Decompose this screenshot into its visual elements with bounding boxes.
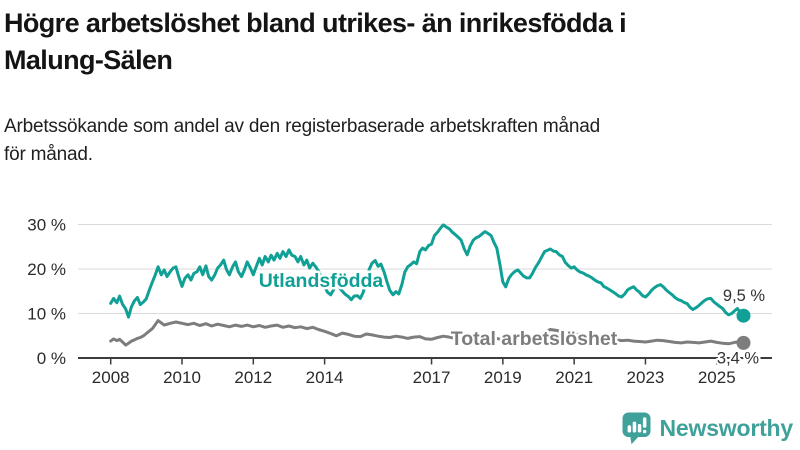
- chart-subtitle: Arbetssökande som andel av den registerb…: [4, 116, 601, 165]
- x-axis-tick-label: 2010: [163, 368, 201, 387]
- series-line-total-arbetsloshet: [109, 319, 745, 347]
- series-end-value-label: 3,4 %: [717, 350, 760, 368]
- series-end-dot: [736, 308, 751, 323]
- newsworthy-logo-icon: [622, 412, 651, 445]
- y-axis-tick-label: 30 %: [27, 216, 66, 235]
- series-label-utlandsfodda: Utlandsfödda: [259, 270, 384, 292]
- x-axis-tick-label: 2023: [627, 368, 665, 387]
- x-axis-tick-label: 2021: [555, 368, 593, 387]
- series-end-value-label: 9,5 %: [723, 287, 766, 305]
- newsworthy-logo: Newsworthy: [621, 411, 793, 445]
- series-end-dot: [736, 335, 751, 350]
- x-axis-tick-label: 2012: [234, 368, 272, 387]
- x-axis-tick-label: 2025: [698, 368, 736, 387]
- y-axis-tick-label: 0 %: [37, 349, 66, 368]
- x-axis-tick-label: 2014: [306, 368, 344, 387]
- unemployment-line-chart: 2008 2010 2012 2014 2017 2019 2021 2023 2025 0 % 1…: [27, 216, 772, 387]
- newsworthy-logo-text: Newsworthy: [659, 414, 794, 441]
- series-line-utlandsfodda: [109, 223, 745, 319]
- y-axis-tick-label: 10 %: [27, 305, 66, 324]
- chart-title: Högre arbetslöshet bland utrikes- än inr…: [4, 8, 627, 75]
- y-axis-tick-label: 20 %: [27, 260, 66, 279]
- x-axis-tick-label: 2019: [484, 368, 522, 387]
- x-axis-tick-label: 2008: [92, 368, 130, 387]
- series-label-total-arbetsloshet: Total arbetslöshet: [451, 328, 618, 350]
- x-axis-tick-label: 2017: [413, 368, 451, 387]
